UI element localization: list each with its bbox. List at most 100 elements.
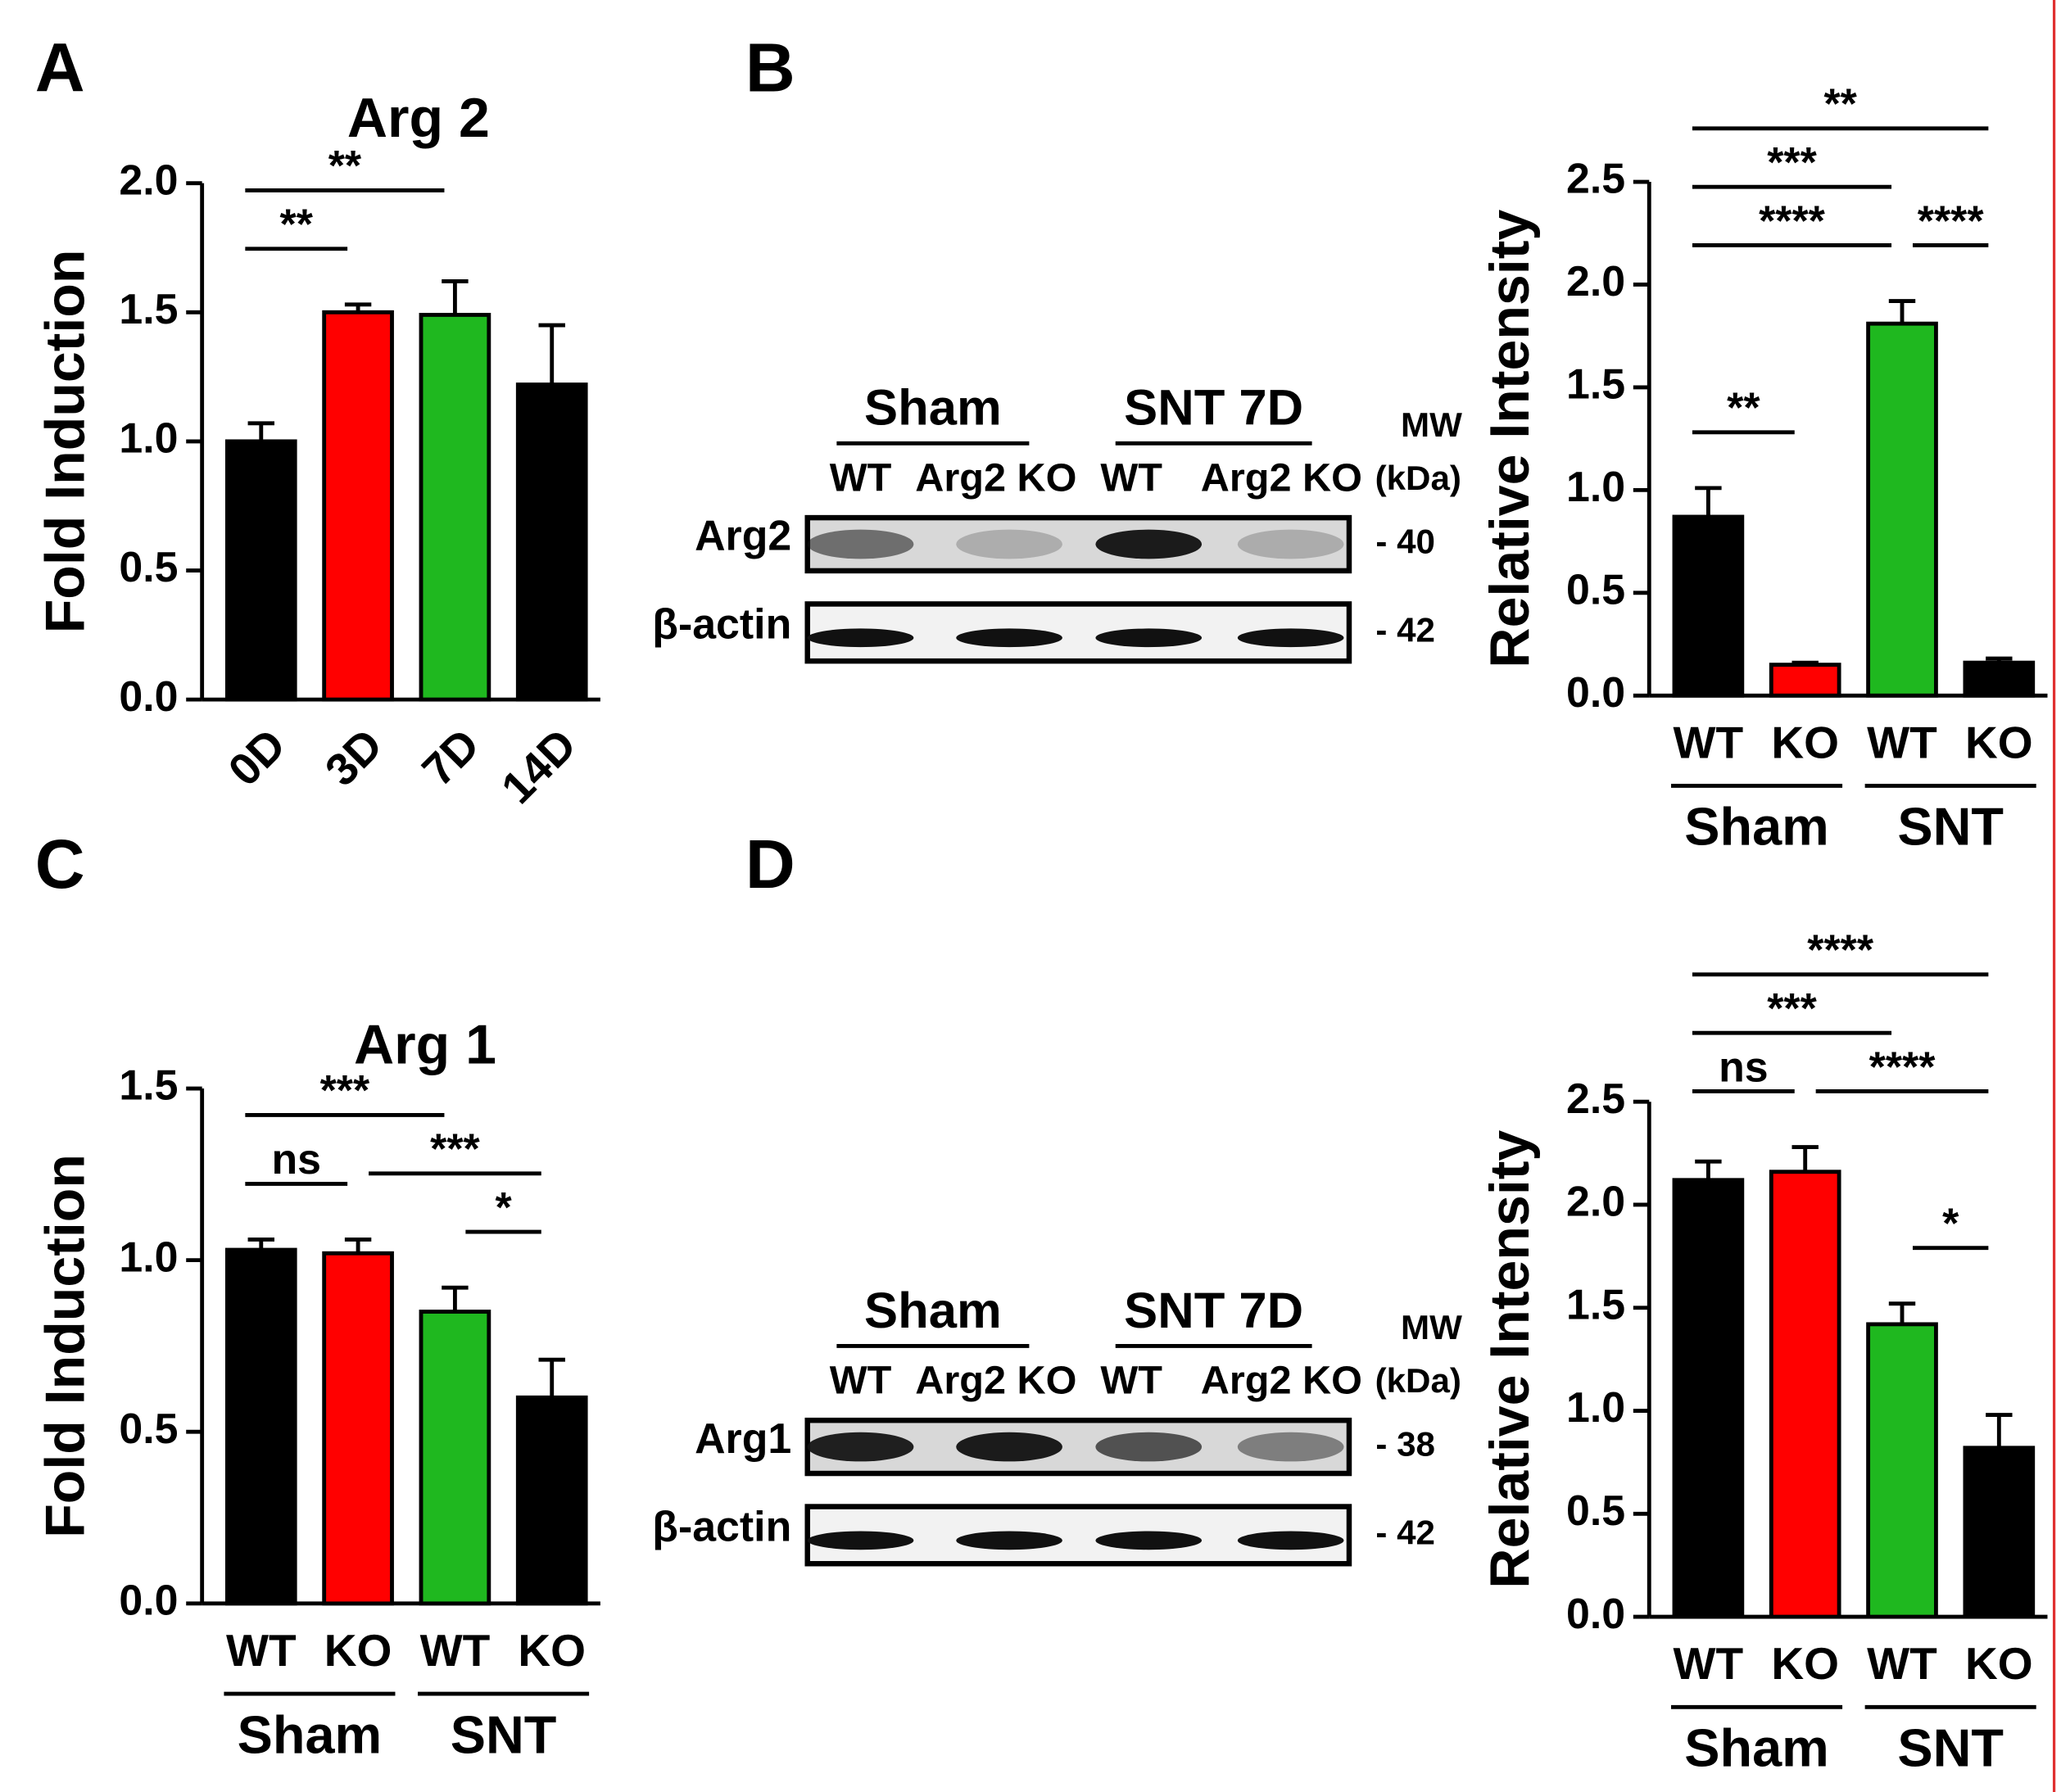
y-tick-label: 1.0: [119, 1233, 178, 1280]
y-tick-label: 0.0: [119, 1577, 178, 1624]
lane-label: Arg2 KO: [915, 1359, 1076, 1403]
y-axis-label: Fold Induction: [34, 1154, 97, 1538]
panel-letter: D: [745, 826, 795, 903]
protein-band: [1095, 529, 1203, 559]
error-bar: [1888, 1301, 1916, 1324]
x-tick-label: WT: [1674, 1638, 1744, 1689]
significance-label: ns: [1719, 1043, 1769, 1090]
actin-band: [1237, 628, 1344, 648]
significance-label: ***: [1767, 984, 1817, 1032]
group-label: Sham: [1684, 797, 1829, 857]
blot-group-label: Sham: [864, 380, 1002, 437]
protein-band: [1237, 1432, 1344, 1462]
bar: [419, 313, 491, 702]
bar: [1866, 321, 1938, 698]
blot-row-label: Arg2: [695, 512, 791, 559]
panel-letter: A: [35, 29, 85, 106]
blot-row-label: Arg1: [695, 1414, 791, 1462]
significance-label: **: [1823, 80, 1857, 128]
error-bar: [1986, 656, 2013, 663]
mw-header: (kDa): [1375, 1361, 1461, 1400]
x-tick-label: WT: [1867, 1638, 1937, 1689]
group-label: SNT: [1897, 1718, 2004, 1778]
x-tick-label: KO: [518, 1625, 586, 1676]
y-tick-label: 0.5: [119, 1405, 178, 1452]
blot-group-label: SNT 7D: [1124, 1283, 1303, 1339]
y-tick-label: 0.0: [119, 672, 178, 720]
x-tick-label: KO: [324, 1625, 392, 1676]
blot-row-label: β-actin: [652, 1503, 791, 1550]
group-label: SNT: [1897, 797, 2004, 857]
error-bar: [1695, 1159, 1722, 1180]
bar: [1769, 663, 1841, 698]
error-bar: [344, 1238, 372, 1254]
x-tick-label: WT: [226, 1625, 297, 1676]
mw-header: MW: [1401, 1308, 1462, 1346]
y-tick-label: 1.5: [119, 285, 178, 333]
blot-mw: - 40: [1375, 523, 1435, 561]
y-axis-label: Fold Induction: [34, 250, 97, 634]
error-bar: [1791, 660, 1819, 665]
bar: [1963, 1446, 2036, 1619]
protein-band: [956, 1432, 1062, 1462]
significance-label: **: [280, 201, 314, 248]
actin-band: [1237, 1531, 1344, 1550]
chart-title: Arg 1: [354, 1013, 496, 1075]
chart-title: Arg 2: [347, 87, 490, 149]
actin-band: [1095, 1531, 1203, 1550]
blot-group-label: Sham: [864, 1283, 1002, 1339]
y-tick-label: 2.5: [1566, 1075, 1625, 1122]
bar: [515, 1395, 588, 1606]
y-tick-label: 2.5: [1566, 155, 1625, 202]
y-tick-label: 0.0: [1566, 1590, 1625, 1637]
actin-band: [807, 628, 914, 648]
x-tick-label: KO: [1965, 1638, 2033, 1689]
significance-label: ***: [1767, 138, 1817, 186]
significance-label: ****: [1807, 926, 1874, 974]
significance-label: *: [1942, 1199, 1959, 1247]
error-bar: [1791, 1145, 1819, 1172]
bar: [515, 382, 588, 702]
blot-row-label: β-actin: [652, 600, 791, 648]
protein-band: [956, 529, 1062, 559]
lane-label: WT: [830, 1359, 892, 1403]
lane-label: Arg2 KO: [915, 456, 1076, 500]
error-bar: [247, 421, 274, 441]
protein-band: [807, 529, 914, 559]
x-tick-label: WT: [1867, 717, 1937, 767]
protein-band: [807, 1432, 914, 1462]
y-tick-label: 0.0: [1566, 668, 1625, 716]
error-bar: [1888, 299, 1916, 324]
x-tick-label: KO: [1965, 717, 2033, 767]
error-bar: [538, 1357, 565, 1398]
blot-mw: - 38: [1375, 1425, 1435, 1464]
error-bar: [344, 302, 372, 313]
panel-letter: B: [745, 29, 795, 106]
bar: [224, 439, 297, 702]
actin-band: [956, 1531, 1062, 1550]
y-tick-label: 1.0: [119, 414, 178, 462]
actin-band: [807, 1531, 914, 1550]
y-axis-label: Relative Intensity: [1479, 1130, 1541, 1589]
actin-band: [1095, 628, 1203, 648]
significance-label: ****: [1918, 197, 1985, 244]
group-label: Sham: [1684, 1718, 1829, 1778]
error-bar: [538, 323, 565, 385]
significance-label: ****: [1869, 1043, 1936, 1090]
group-label: SNT: [451, 1704, 557, 1764]
y-tick-label: 2.0: [1566, 257, 1625, 305]
protein-band: [1095, 1432, 1203, 1462]
y-tick-label: 1.0: [1566, 1383, 1625, 1431]
bar: [1672, 1178, 1745, 1619]
bar: [322, 1251, 394, 1606]
bar: [322, 310, 394, 702]
bar: [1769, 1170, 1841, 1619]
significance-label: **: [1727, 384, 1760, 432]
panel-letter: C: [35, 826, 85, 903]
significance-label: ****: [1759, 197, 1826, 244]
x-tick-label: WT: [420, 1625, 491, 1676]
protein-band: [1237, 529, 1344, 559]
lane-label: WT: [1100, 456, 1162, 500]
bar: [1672, 514, 1745, 698]
